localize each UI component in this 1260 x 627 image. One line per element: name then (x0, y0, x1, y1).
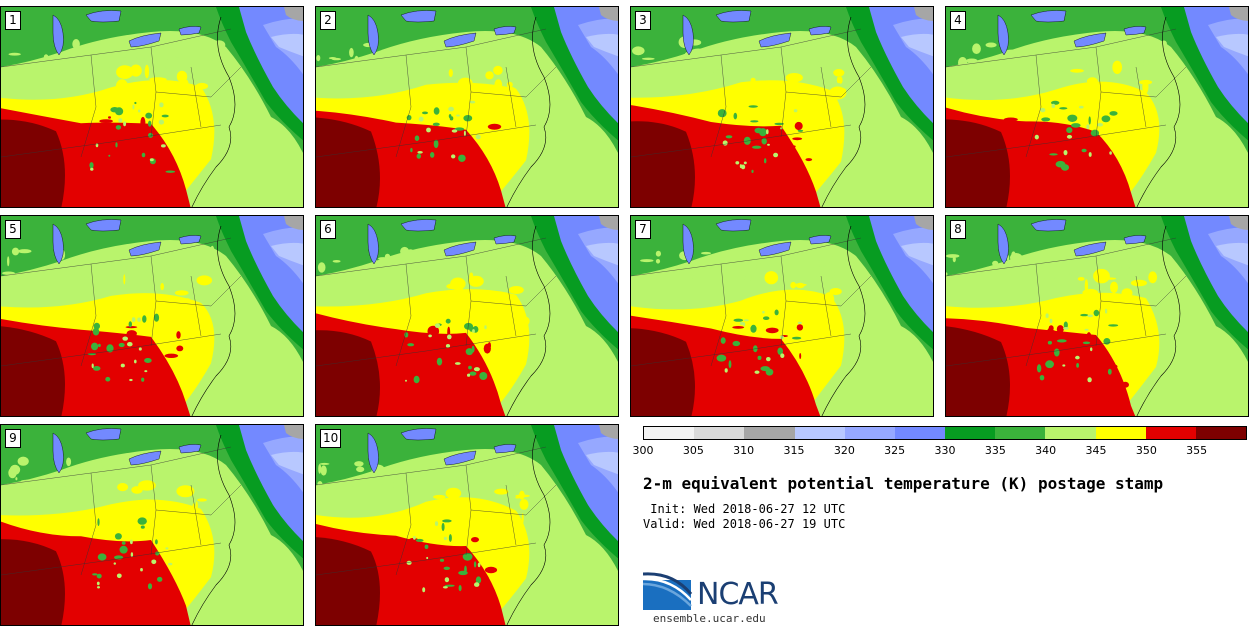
colorbar-segment (694, 427, 745, 439)
panel-number-label: 3 (635, 11, 651, 30)
colorbar-segment (945, 427, 996, 439)
colorbar-segment (894, 427, 946, 439)
colorbar-tick-label: 305 (682, 444, 704, 457)
map-panel: 10 (315, 424, 619, 626)
colorbar-segment (1145, 427, 1196, 439)
valid-time: Valid: Wed 2018-06-27 19 UTC (643, 517, 846, 531)
colorbar-tick-label: 300 (632, 444, 654, 457)
panel-number-label: 5 (5, 220, 21, 239)
colorbar-tick-label: 310 (733, 444, 755, 457)
ncar-logo-icon (643, 572, 693, 610)
colorbar-segment (1095, 427, 1146, 439)
colorbar-segment (1195, 427, 1247, 439)
panel-number-label: 10 (320, 429, 342, 448)
colorbar-tick-label: 340 (1035, 444, 1057, 457)
colorbar-tick-label: 320 (833, 444, 855, 457)
map-panel: 5 (0, 215, 304, 417)
map-panel: 2 (315, 6, 619, 208)
panel-number-label: 4 (950, 11, 966, 30)
init-time: Init: Wed 2018-06-27 12 UTC (643, 502, 846, 516)
colorbar-tick-label: 335 (984, 444, 1006, 457)
ncar-url: ensemble.ucar.edu (653, 612, 766, 625)
colorbar (643, 426, 1247, 440)
panel-number-label: 8 (950, 220, 966, 239)
colorbar-tick-label: 350 (1135, 444, 1157, 457)
colorbar-segment (1045, 427, 1096, 439)
map-panel: 1 (0, 6, 304, 208)
colorbar-tick-label: 355 (1186, 444, 1208, 457)
panel-number-label: 6 (320, 220, 336, 239)
colorbar-segment (995, 427, 1046, 439)
panel-number-label: 2 (320, 11, 336, 30)
colorbar-tick-label: 315 (783, 444, 805, 457)
colorbar-tick-label: 330 (934, 444, 956, 457)
ncar-logo-text: NCAR (697, 577, 779, 612)
map-panel: 3 (630, 6, 934, 208)
colorbar-tick-label: 325 (884, 444, 906, 457)
map-panel: 4 (945, 6, 1249, 208)
map-panel: 6 (315, 215, 619, 417)
colorbar-tick-label: 345 (1085, 444, 1107, 457)
figure-title: 2-m equivalent potential temperature (K)… (643, 474, 1164, 493)
map-panel: 9 (0, 424, 304, 626)
colorbar-tick-labels: 300 305 310 315 320 325 330 335 340 345 350 355 (633, 444, 1247, 458)
colorbar-segment (794, 427, 845, 439)
panel-number-label: 9 (5, 429, 21, 448)
panel-number-label: 7 (635, 220, 651, 239)
panel-number-label: 1 (5, 11, 21, 30)
colorbar-segment (644, 427, 695, 439)
colorbar-segment (844, 427, 895, 439)
map-panel: 7 (630, 215, 934, 417)
colorbar-segment (744, 427, 795, 439)
map-panel: 8 (945, 215, 1249, 417)
